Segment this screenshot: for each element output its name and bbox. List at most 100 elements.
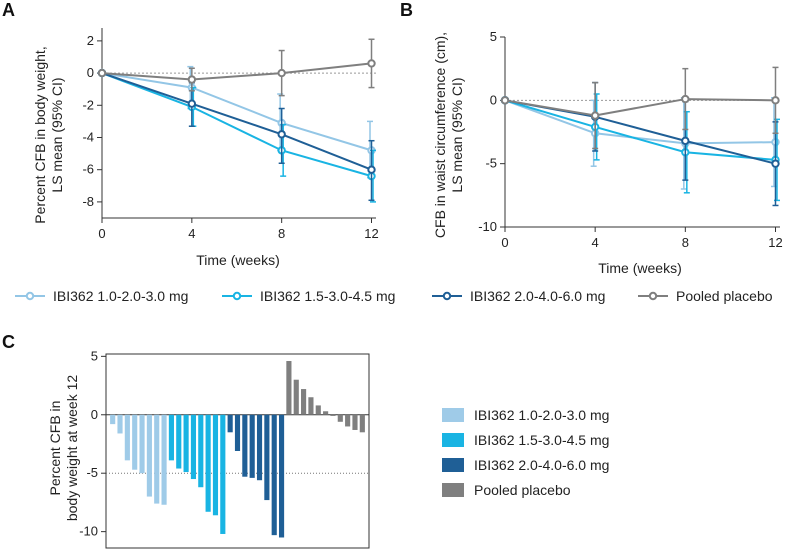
- panel-b-series-2: [500, 81, 780, 207]
- panel-c-bar: [337, 414, 343, 422]
- panel-a-data-point: [277, 68, 286, 78]
- panel-c-bar: [183, 414, 189, 473]
- panel-a-data-point: [277, 130, 286, 139]
- panel-c-bar: [212, 414, 219, 516]
- panel-c-ylabel-line2: body weight at week 12: [64, 375, 80, 522]
- panel-a-xtick-label: 8: [278, 226, 285, 241]
- panel-c-bar: [190, 414, 197, 480]
- panel-a-series-line: [101, 62, 372, 81]
- panel-b-ylabel-line1: CFB in waist circumference (cm),: [432, 32, 448, 238]
- panel-b-series-line: [504, 99, 776, 145]
- panel-c-bar: [124, 414, 130, 461]
- panel-c-bar: [256, 414, 263, 481]
- panel-a-series-1: [97, 68, 377, 203]
- panel-a: A Percent CFB in body weight, LS mean (9…: [2, 0, 379, 268]
- panel-b-series-3: [500, 66, 780, 150]
- panel-label-b: B: [400, 0, 413, 20]
- panel-b-ytick-label: -10: [478, 219, 497, 234]
- panel-a-series-3: [97, 38, 376, 97]
- panel-b-data-point: [771, 96, 780, 105]
- legend-label: IBI362 1.0-2.0-3.0 mg: [474, 407, 609, 423]
- panel-a-data-point: [97, 68, 107, 78]
- panel-c-bar: [249, 414, 255, 478]
- panel-c-group-3: [286, 361, 365, 433]
- panel-c-bar: [198, 414, 204, 488]
- panel-c-group-0: [110, 414, 167, 505]
- panel-b-data-point: [681, 94, 690, 104]
- panel-c-bar: [242, 414, 248, 477]
- panel-c-group-2: [227, 414, 285, 538]
- panel-c-bar: [154, 414, 160, 504]
- panel-b-data-point: [590, 111, 600, 120]
- panel-a-ytick-label: 0: [87, 65, 94, 80]
- panel-c-bar: [345, 414, 351, 427]
- panel-a-series-2: [97, 68, 376, 202]
- panel-a-xlabel: Time (weeks): [196, 252, 280, 268]
- panel-b-ylabel-line2: LS mean (95% CI): [449, 77, 465, 192]
- panel-c-bar: [286, 361, 292, 415]
- panel-c-bar: [205, 414, 211, 512]
- panel-b-series-line: [504, 99, 776, 165]
- panel-b-xtick-label: 4: [592, 235, 599, 250]
- panel-b-data-point: [500, 96, 510, 105]
- panel-c-bar: [301, 389, 307, 415]
- panel-a-data-point: [187, 99, 197, 108]
- panel-c-bar: [315, 405, 321, 415]
- panel-c-bar: [359, 414, 365, 433]
- legend-item: Pooled placebo: [442, 482, 571, 498]
- panel-a-series-line: [101, 72, 372, 152]
- legend-label: IBI362 1.5-3.0-4.5 mg: [260, 288, 395, 304]
- panel-a-data-point: [187, 75, 197, 84]
- panel-c-bar: [227, 414, 233, 433]
- panel-c-bar: [264, 414, 270, 501]
- panel-b-ytick-label: 0: [490, 92, 497, 107]
- legend-swatch-marker: [442, 291, 452, 301]
- panel-c-bar: [176, 414, 182, 469]
- panel-c-bar: [323, 411, 329, 415]
- panel-b-ytick-label: 5: [490, 29, 497, 44]
- panel-b-data-point: [681, 136, 690, 146]
- panel-c-ytick-label: -10: [79, 524, 98, 539]
- legend-label: IBI362 1.0-2.0-3.0 mg: [53, 288, 188, 304]
- legend-swatch: [442, 483, 464, 497]
- panel-c-bar: [168, 414, 174, 461]
- panel-c-bar: [308, 397, 314, 415]
- panel-b: B CFB in waist circumference (cm), LS me…: [400, 0, 783, 276]
- panel-a-xtick-label: 0: [98, 226, 105, 241]
- panel-b-ytick-label: -5: [485, 156, 497, 171]
- panel-b-series-line: [504, 99, 776, 161]
- panel-label-a: A: [2, 0, 15, 20]
- panel-b-xtick-label: 8: [682, 235, 689, 250]
- legend-swatch-marker: [232, 291, 242, 301]
- panel-b-data-point: [771, 159, 780, 168]
- panel-c: C Percent CFB in body weight at week 12 …: [2, 332, 370, 549]
- panel-a-ytick-label: -2: [82, 97, 94, 112]
- panel-b-xtick-label: 12: [768, 235, 782, 250]
- panel-a-xtick-label: 4: [188, 226, 195, 241]
- legend-item: IBI362 1.5-3.0-4.5 mg: [442, 432, 609, 448]
- panel-c-frame: [105, 353, 370, 549]
- panel-c-bar: [293, 379, 299, 415]
- legend-item: IBI362 2.0-4.0-6.0 mg: [432, 288, 605, 304]
- panel-c-group-1: [168, 414, 226, 534]
- panel-c-bar: [146, 414, 152, 497]
- panel-c-ytick-label: 0: [91, 407, 98, 422]
- panel-c-bar: [132, 414, 138, 470]
- panel-c-ytick-label: -5: [86, 465, 98, 480]
- legend-lines: IBI362 1.0-2.0-3.0 mg IBI362 1.5-3.0-4.5 …: [15, 288, 773, 304]
- legend-label: Pooled placebo: [474, 482, 571, 498]
- panel-c-bar: [139, 414, 145, 474]
- legend-swatch: [442, 408, 464, 422]
- panel-c-bar: [117, 414, 123, 434]
- legend-swatch-marker: [25, 291, 35, 301]
- legend-swatch: [442, 458, 464, 472]
- panel-a-series-0: [97, 65, 376, 179]
- panel-label-c: C: [2, 332, 15, 352]
- panel-a-xtick-label: 12: [364, 226, 378, 241]
- legend-bars: IBI362 1.0-2.0-3.0 mg IBI362 1.5-3.0-4.5 …: [442, 407, 609, 498]
- panel-a-ylabel-line1: Percent CFB in body weight,: [32, 46, 48, 223]
- panel-c-bar: [271, 414, 277, 536]
- panel-c-ylabel-line1: Percent CFB in: [47, 401, 63, 496]
- panel-b-xlabel: Time (weeks): [598, 260, 682, 276]
- panel-b-series-1: [500, 93, 780, 202]
